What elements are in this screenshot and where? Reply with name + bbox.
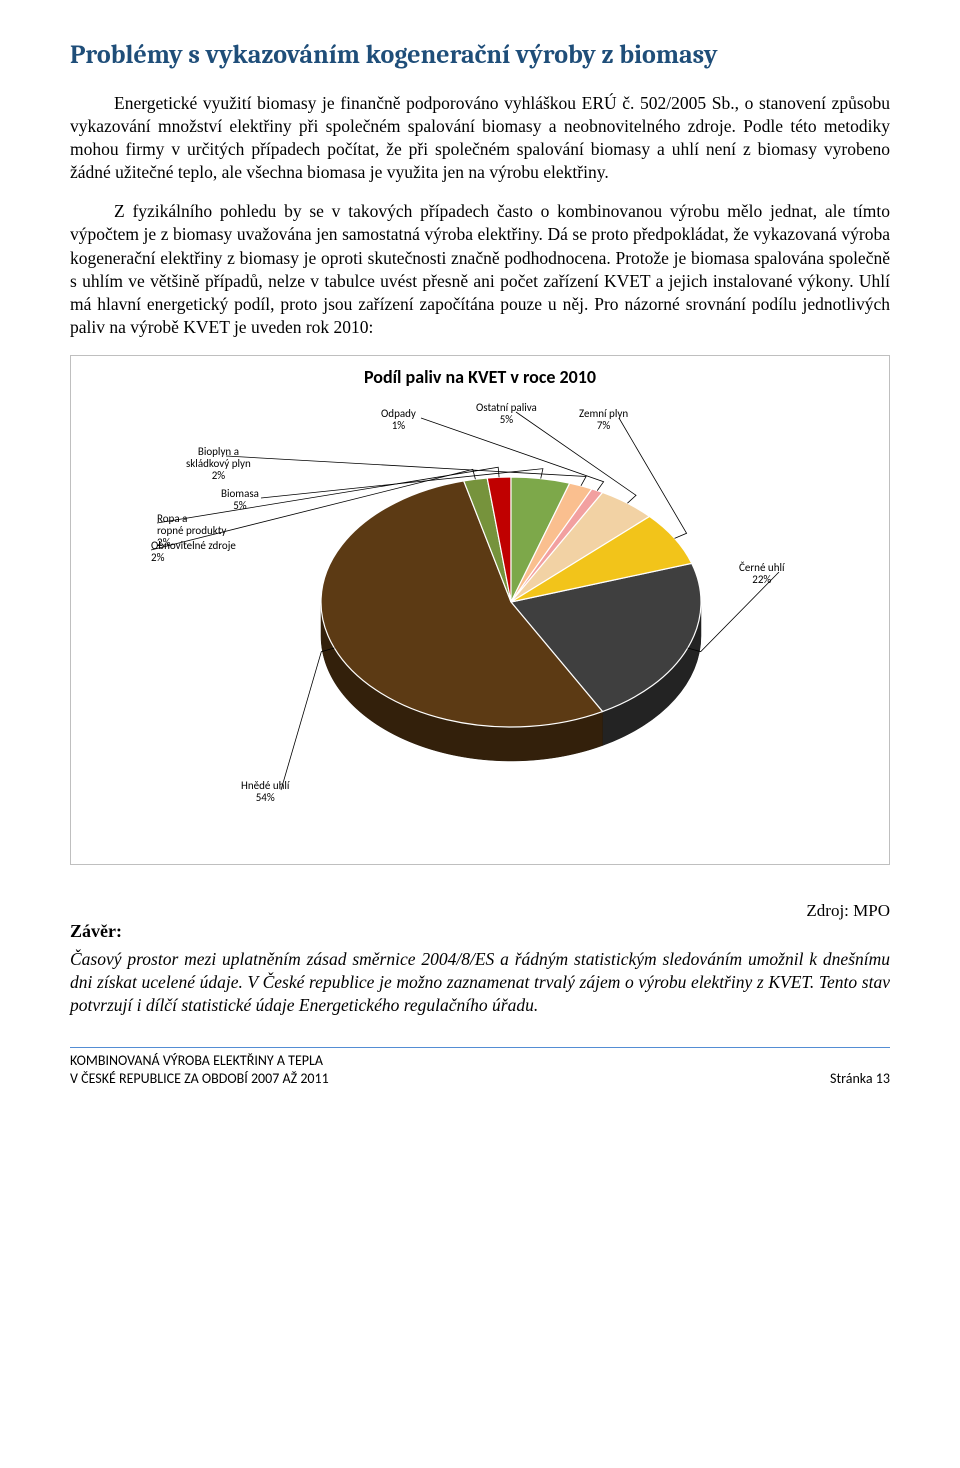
page-title: Problémy s vykazováním kogenerační výrob… — [70, 40, 890, 70]
pie-slice-label: Odpady1% — [381, 408, 416, 432]
footer-doc-title-2: V ČESKÉ REPUBLICE ZA OBDOBÍ 2007 AŽ 2011 — [70, 1070, 329, 1088]
conclusion-body: Časový prostor mezi uplatněním zásad smě… — [70, 948, 890, 1017]
footer-page-number: Stránka 13 — [830, 1070, 890, 1087]
pie-slice-label: Bioplyn askládkový plyn2% — [186, 446, 251, 482]
conclusion-heading: Závěr: — [70, 921, 890, 942]
pie-slice-label: Ostatní paliva5% — [476, 402, 537, 426]
footer-doc-title-1: KOMBINOVANÁ VÝROBA ELEKTŘINY A TEPLA — [70, 1052, 329, 1070]
pie-slice-label: Hnědé uhlí54% — [241, 780, 289, 804]
chart-title: Podíl paliv na KVET v roce 2010 — [81, 366, 879, 388]
pie-chart-container: Podíl paliv na KVET v roce 2010 Černé uh… — [70, 355, 890, 865]
pie-slice-label: Černé uhlí22% — [739, 562, 785, 586]
pie-slice-label: Biomasa5% — [221, 488, 259, 512]
page-footer: KOMBINOVANÁ VÝROBA ELEKTŘINY A TEPLA V Č… — [70, 1052, 890, 1087]
pie-slice-label: Zemní plyn7% — [579, 408, 628, 432]
paragraph-2: Z fyzikálního pohledu by se v takových p… — [70, 200, 890, 339]
footer-divider — [70, 1047, 890, 1048]
paragraph-1: Energetické využití biomasy je finančně … — [70, 92, 890, 184]
chart-source: Zdroj: MPO — [70, 901, 890, 921]
pie-chart: Černé uhlí22%Hnědé uhlí54%Obnovitelné zd… — [81, 392, 879, 832]
pie-slice-label: Ropa aropné produkty2% — [157, 513, 226, 549]
